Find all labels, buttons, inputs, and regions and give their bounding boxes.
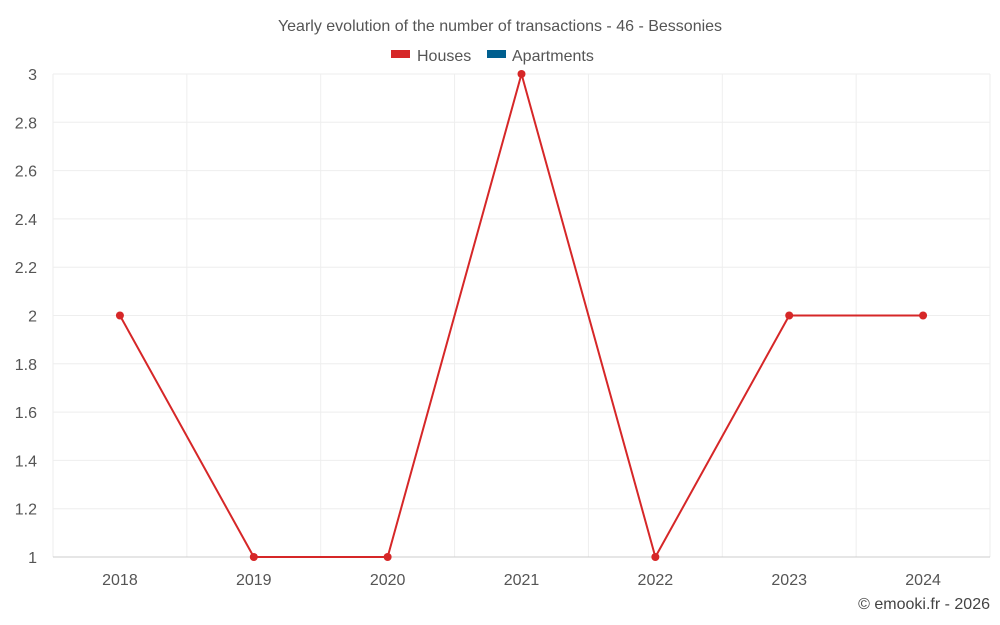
data-point[interactable] (785, 311, 794, 320)
legend-swatch-houses (391, 50, 410, 58)
legend-label-houses: Houses (417, 48, 471, 65)
x-tick-label: 2018 (102, 572, 138, 589)
data-point[interactable] (651, 553, 660, 561)
legend-swatch-apartments (487, 50, 506, 58)
y-tick-label: 2.2 (15, 260, 37, 277)
x-tick-label: 2019 (236, 572, 272, 589)
data-point[interactable] (517, 70, 526, 78)
x-axis: 2018 2019 2020 2021 2022 2023 2024 (53, 556, 990, 589)
y-tick-label: 1 (28, 550, 37, 567)
y-tick-label: 2 (28, 309, 37, 326)
y-tick-label: 1.8 (15, 357, 37, 374)
y-tick-label: 2.8 (15, 115, 37, 132)
y-tick-label: 1.2 (15, 502, 37, 519)
x-tick-label: 2020 (370, 572, 406, 589)
legend-item-houses[interactable]: Houses (391, 48, 471, 65)
x-tick-label: 2023 (771, 572, 807, 589)
y-axis: 1 1.2 1.4 1.6 1.8 2 2.2 2.4 2.6 2.8 3 (15, 67, 37, 567)
y-tick-label: 1.6 (15, 405, 37, 422)
y-tick-label: 3 (28, 67, 37, 84)
data-point[interactable] (249, 553, 258, 561)
legend: Houses Apartments (391, 48, 594, 65)
data-point[interactable] (919, 311, 928, 320)
x-tick-label: 2021 (504, 572, 540, 589)
data-point[interactable] (383, 553, 392, 561)
y-tick-label: 2.6 (15, 164, 37, 181)
series-houses (115, 70, 928, 561)
legend-item-apartments[interactable]: Apartments (487, 48, 594, 65)
y-tick-label: 2.4 (15, 212, 37, 229)
x-tick-label: 2022 (638, 572, 674, 589)
chart-title: Yearly evolution of the number of transa… (278, 18, 722, 35)
y-tick-label: 1.4 (15, 453, 37, 470)
legend-label-apartments: Apartments (512, 48, 594, 65)
data-point[interactable] (115, 311, 124, 320)
credit-text: © emooki.fr - 2026 (858, 596, 990, 613)
x-tick-label: 2024 (905, 572, 941, 589)
